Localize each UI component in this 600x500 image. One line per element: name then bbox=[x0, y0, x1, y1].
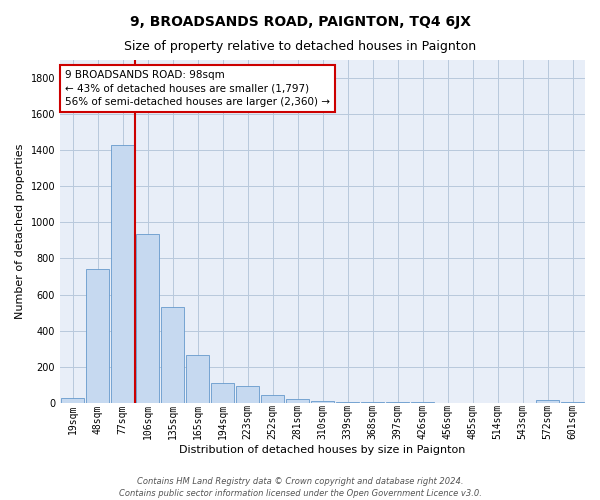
Bar bbox=[211, 383, 235, 403]
Text: Size of property relative to detached houses in Paignton: Size of property relative to detached ho… bbox=[124, 40, 476, 53]
Bar bbox=[161, 307, 184, 403]
Bar bbox=[560, 402, 584, 403]
Bar bbox=[260, 394, 284, 403]
Bar bbox=[335, 402, 359, 403]
Bar bbox=[185, 355, 209, 403]
Bar bbox=[86, 270, 109, 403]
Bar bbox=[236, 386, 259, 403]
Y-axis label: Number of detached properties: Number of detached properties bbox=[15, 144, 25, 319]
X-axis label: Distribution of detached houses by size in Paignton: Distribution of detached houses by size … bbox=[179, 445, 466, 455]
Bar bbox=[536, 400, 559, 403]
Bar bbox=[361, 402, 385, 403]
Text: Contains HM Land Registry data © Crown copyright and database right 2024.
Contai: Contains HM Land Registry data © Crown c… bbox=[119, 476, 481, 498]
Text: 9, BROADSANDS ROAD, PAIGNTON, TQ4 6JX: 9, BROADSANDS ROAD, PAIGNTON, TQ4 6JX bbox=[130, 15, 470, 29]
Bar bbox=[311, 401, 334, 403]
Bar bbox=[286, 399, 310, 403]
Bar bbox=[136, 234, 160, 403]
Bar bbox=[61, 398, 85, 403]
Bar bbox=[110, 145, 134, 403]
Text: 9 BROADSANDS ROAD: 98sqm
← 43% of detached houses are smaller (1,797)
56% of sem: 9 BROADSANDS ROAD: 98sqm ← 43% of detach… bbox=[65, 70, 330, 106]
